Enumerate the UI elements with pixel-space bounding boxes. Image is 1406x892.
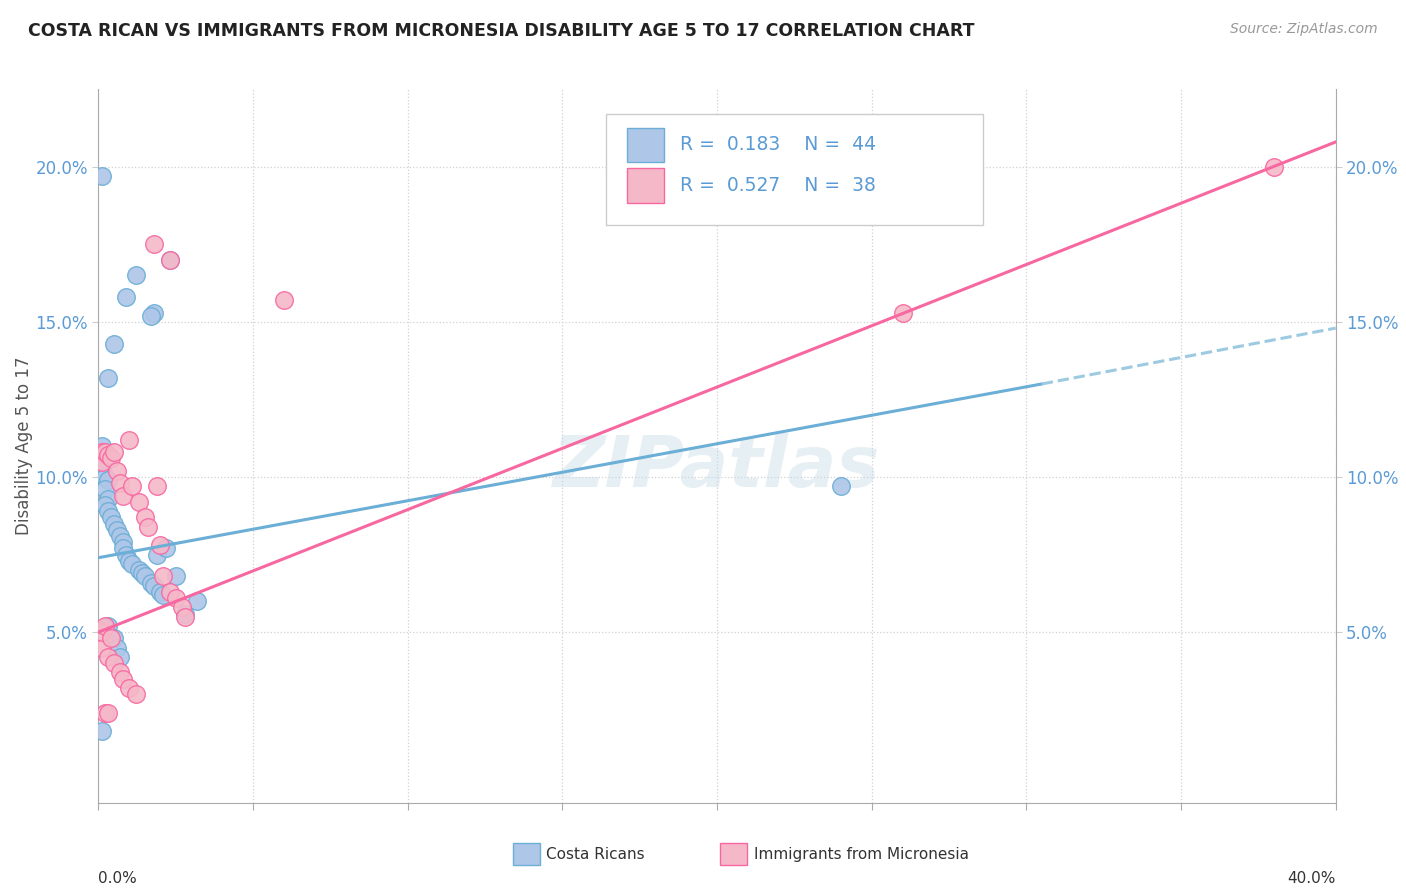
Point (128, 495, 150, 509)
Point (115, 548, 138, 562)
Point (90, 724, 112, 739)
Point (108, 529, 131, 543)
Point (146, 479, 169, 493)
Point (97, 650, 120, 665)
Point (128, 563, 150, 577)
FancyBboxPatch shape (720, 844, 747, 865)
Point (93, 470, 115, 484)
Text: Immigrants from Micronesia: Immigrants from Micronesia (754, 847, 969, 862)
Point (100, 451, 122, 466)
Point (830, 479, 852, 493)
Point (121, 557, 143, 571)
Point (139, 309, 162, 323)
Point (146, 548, 169, 562)
Point (1263, 160, 1285, 174)
Point (93, 445, 115, 459)
Point (149, 584, 172, 599)
Point (105, 464, 128, 478)
Point (115, 290, 138, 304)
Point (100, 510, 122, 524)
Point (124, 268, 146, 283)
Point (90, 169, 112, 183)
Point (97, 370, 120, 384)
Point (131, 566, 153, 581)
Text: ZIPatlas: ZIPatlas (554, 433, 880, 502)
Y-axis label: Disability Age 5 to 17: Disability Age 5 to 17 (15, 357, 34, 535)
Point (118, 433, 141, 447)
Point (112, 541, 135, 556)
Point (165, 569, 187, 583)
Text: 40.0%: 40.0% (1288, 871, 1336, 886)
Point (152, 569, 174, 583)
Point (93, 619, 115, 633)
FancyBboxPatch shape (627, 128, 664, 162)
Point (103, 656, 125, 670)
Point (118, 681, 141, 695)
Point (134, 510, 156, 524)
Point (97, 473, 120, 487)
Point (136, 519, 159, 533)
Point (143, 579, 166, 593)
Point (118, 554, 141, 568)
Point (186, 594, 208, 608)
Point (143, 237, 166, 252)
Point (105, 640, 128, 655)
Text: COSTA RICAN VS IMMIGRANTS FROM MICRONESIA DISABILITY AGE 5 TO 17 CORRELATION CHA: COSTA RICAN VS IMMIGRANTS FROM MICRONESI… (28, 22, 974, 40)
Point (105, 523, 128, 537)
Point (112, 489, 135, 503)
Point (121, 479, 143, 493)
Point (97, 491, 120, 506)
Point (891, 305, 914, 319)
Point (90, 448, 112, 462)
Point (174, 609, 197, 624)
Point (108, 665, 131, 680)
Point (159, 584, 181, 599)
Point (97, 504, 120, 518)
Point (155, 541, 177, 556)
Point (170, 600, 193, 615)
Point (124, 687, 146, 701)
FancyBboxPatch shape (513, 844, 540, 865)
Point (100, 632, 122, 646)
FancyBboxPatch shape (627, 169, 664, 202)
Point (97, 706, 120, 720)
Point (165, 591, 187, 605)
Point (112, 535, 135, 549)
Point (108, 476, 131, 491)
FancyBboxPatch shape (606, 114, 983, 225)
Point (159, 252, 181, 267)
Point (90, 445, 112, 459)
Point (139, 575, 162, 590)
Point (174, 607, 197, 621)
Point (90, 454, 112, 468)
Point (103, 445, 125, 459)
Point (93, 498, 115, 512)
Point (108, 650, 131, 665)
Text: Costa Ricans: Costa Ricans (547, 847, 645, 862)
Point (112, 672, 135, 686)
Point (149, 538, 172, 552)
Point (134, 569, 156, 583)
Point (103, 632, 125, 646)
Point (90, 460, 112, 475)
Point (103, 516, 125, 531)
Point (143, 305, 166, 319)
Text: R =  0.527    N =  38: R = 0.527 N = 38 (681, 176, 876, 195)
Text: R =  0.183    N =  44: R = 0.183 N = 44 (681, 136, 876, 154)
Point (93, 483, 115, 497)
Point (90, 640, 112, 655)
Point (159, 252, 181, 267)
Point (93, 706, 115, 720)
Point (152, 588, 174, 602)
Point (90, 625, 112, 640)
Text: Source: ZipAtlas.com: Source: ZipAtlas.com (1230, 22, 1378, 37)
Text: 0.0%: 0.0% (98, 871, 138, 886)
Point (97, 448, 120, 462)
Point (90, 439, 112, 453)
Point (97, 619, 120, 633)
Point (103, 336, 125, 351)
Point (273, 293, 295, 308)
